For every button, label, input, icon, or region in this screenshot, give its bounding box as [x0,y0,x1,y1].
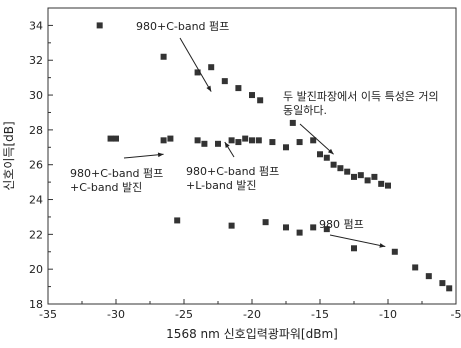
data-point [160,137,167,144]
annotation-line: +L-band 발진 [186,179,257,192]
data-point [344,168,351,175]
annotation: 980 펌프 [319,218,386,248]
x-axis-title: 1568 nm 신호입력광파워[dBm] [166,327,338,341]
data-point [330,161,337,168]
data-point [228,137,235,144]
x-tick-label: -25 [175,308,193,321]
data-point [425,273,432,280]
annotation-text: 980 펌프 [319,218,364,231]
annotation-text: 980+C-band 펌프 +L-band 발진 [186,165,279,192]
data-point [208,64,215,71]
arrow-head-icon [157,152,164,158]
data-point [310,224,317,231]
data-point [160,53,167,60]
data-point [269,139,276,146]
y-tick-label: 30 [29,89,43,102]
x-tick-label: -30 [107,308,125,321]
annotation-line: 동일하다. [283,103,327,117]
data-point [296,139,303,146]
x-tick-label: -10 [379,308,397,321]
data-point [337,165,344,172]
x-tick-label: -20 [243,308,261,321]
data-point [235,85,242,92]
data-point [215,140,221,147]
data-point [283,144,289,151]
data-point [317,151,323,158]
data-point [96,22,103,29]
data-point [446,285,453,292]
data-point [194,137,201,144]
plot-frame [47,7,457,305]
annotation: 980+C-band 펌프 +L-band 발진 [186,141,279,192]
arrow-head-icon [224,142,230,149]
y-tick-label: 18 [29,298,43,311]
data-point [194,69,201,76]
x-tick-label: -15 [311,308,329,321]
data-point [235,139,242,146]
data-point [167,135,174,142]
data-point [310,137,317,144]
data-point [439,280,446,287]
y-tick-label: 24 [29,194,43,207]
y-tick-label: 28 [29,124,43,137]
data-point [107,135,114,142]
data-point [378,180,385,187]
data-point [289,119,296,126]
data-point [228,222,235,229]
data-point [364,177,371,184]
data-point [113,135,119,142]
y-tick-label: 22 [29,228,43,241]
data-point [371,173,378,180]
annotation-text: 두 발진파장에서 이득 특성은 거의 동일하다. [283,90,439,117]
data-point [255,137,262,144]
data-point [351,245,357,252]
x-tick-label: -35 [39,308,57,321]
data-point [249,92,255,99]
x-tick-label: -5 [451,308,461,321]
data-points [96,22,453,292]
data-point [323,154,330,161]
annotation-line: 980 펌프 [319,218,364,231]
annotation-text: 980+C-band 펌프 +C-band 발진 [70,167,163,194]
data-point [323,226,330,233]
data-point [257,97,264,104]
y-axis-title: 신호이득[dB] [2,121,16,190]
data-point [221,78,228,85]
annotation-line: 980+C-band 펌프 [136,20,229,33]
annotation-line: 980+C-band 펌프 [70,167,163,180]
data-point [412,264,419,271]
y-tick-label: 26 [29,159,43,172]
data-point [201,140,208,147]
data-point [296,229,303,236]
data-point [351,173,357,180]
arrow-head-icon [379,243,386,248]
y-tick-label: 32 [29,54,43,67]
annotation-arrow [123,153,164,159]
data-point [357,172,364,179]
annotation-text: 980+C-band 펌프 [136,20,229,33]
axis-ticks: -35 -30 -25 -20 -15 -10 -5 18 20 22 24 26 28 30 32 34 [29,19,461,321]
data-point [262,219,269,226]
annotation: 980+C-band 펌프 +C-band 발진 [70,152,164,194]
annotation-arrow [329,234,386,248]
annotation-line: 980+C-band 펌프 [186,165,279,178]
annotation: 두 발진파장에서 이득 특성은 거의 동일하다. [283,90,439,155]
data-point [174,217,181,224]
annotation-arrow [179,37,212,92]
data-point [242,135,249,142]
annotation-line: +C-band 발진 [70,181,142,194]
data-point [391,248,398,255]
y-tick-label: 20 [29,263,43,276]
y-tick-label: 34 [29,19,43,32]
data-point [283,224,289,231]
data-point [385,182,391,189]
arrow-head-icon [327,148,334,155]
annotation-line: 두 발진파장에서 이득 특성은 거의 [283,90,439,103]
annotation-arrow [299,123,334,155]
arrow-head-icon [206,85,212,92]
annotation: 980+C-band 펌프 [136,20,229,92]
data-point [249,137,255,144]
